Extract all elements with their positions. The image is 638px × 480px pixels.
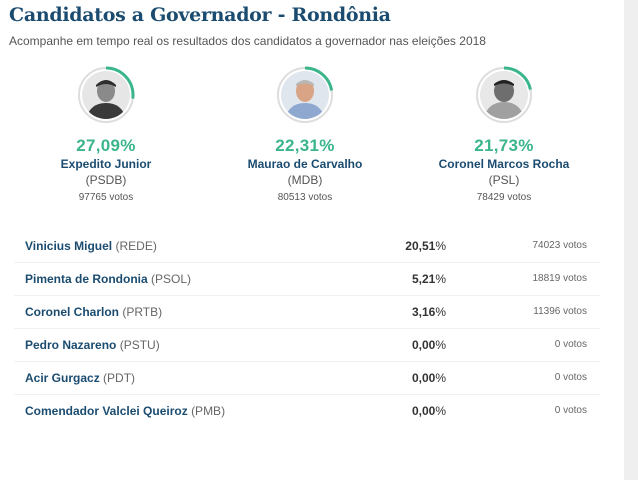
row-percent: 5,21% xyxy=(412,272,446,286)
row-percent-sign: % xyxy=(435,305,446,319)
row-percent-value: 20,51 xyxy=(405,239,436,253)
person-icon xyxy=(281,71,329,119)
row-percent-sign: % xyxy=(435,239,446,253)
table-row: Pedro Nazareno (PSTU) 0,00% 0 votos xyxy=(14,329,600,362)
row-votes: 74023 votos xyxy=(532,240,588,251)
page-title: Candidatos a Governador - Rondônia xyxy=(9,4,391,26)
row-percent: 0,00% xyxy=(412,404,446,418)
row-candidate-name: Vinicius Miguel xyxy=(25,239,113,253)
person-icon xyxy=(480,71,528,119)
row-percent-value: 3,16 xyxy=(411,305,436,319)
row-candidate-name: Comendador Valclei Queiroz xyxy=(25,404,188,418)
scrollbar-track[interactable] xyxy=(624,0,638,480)
row-percent: 3,16% xyxy=(412,305,446,319)
table-row: Coronel Charlon (PRTB) 3,16% 11396 votos xyxy=(14,296,600,329)
vote-share-ring xyxy=(276,66,334,124)
progress-ring-icon xyxy=(276,66,334,124)
candidate-percent: 21,73% xyxy=(474,136,534,155)
row-votes: 0 votos xyxy=(554,372,587,383)
row-candidate-party: (PSOL) xyxy=(151,272,192,286)
candidate-name: Maurao de Carvalho xyxy=(247,157,363,171)
candidate-list: Vinicius Miguel (REDE) 20,51% 74023 voto… xyxy=(14,230,600,427)
row-candidate-party: (PSTU) xyxy=(119,338,160,352)
table-row: Comendador Valclei Queiroz (PMB) 0,00% 0… xyxy=(14,395,600,427)
vote-share-ring xyxy=(475,66,533,124)
row-percent-value: 0,00 xyxy=(411,404,436,418)
candidate-votes: 78429 votos xyxy=(476,192,532,203)
row-percent-value: 0,00 xyxy=(411,371,436,385)
row-candidate-name: Coronel Charlon xyxy=(25,305,120,319)
candidate-name: Coronel Marcos Rocha xyxy=(438,157,570,171)
results-page: Candidatos a Governador - Rondônia Acomp… xyxy=(9,4,600,427)
row-candidate: Vinicius Miguel (REDE) xyxy=(25,239,157,253)
candidate-photo xyxy=(82,71,130,119)
row-votes: 0 votos xyxy=(554,405,587,416)
table-row: Pimenta de Rondonia (PSOL) 5,21% 18819 v… xyxy=(14,263,600,296)
table-row: Vinicius Miguel (REDE) 20,51% 74023 voto… xyxy=(14,230,600,263)
row-percent: 0,00% xyxy=(412,338,446,352)
page-subtitle: Acompanhe em tempo real os resultados do… xyxy=(9,34,486,48)
row-candidate-name: Pimenta de Rondonia xyxy=(25,272,148,286)
candidate-percent: 22,31% xyxy=(275,136,335,155)
row-percent-value: 5,21 xyxy=(411,272,436,286)
row-candidate: Coronel Charlon (PRTB) xyxy=(25,305,162,319)
row-candidate: Comendador Valclei Queiroz (PMB) xyxy=(25,404,225,418)
candidate-photo xyxy=(480,71,528,119)
row-candidate-party: (REDE) xyxy=(115,239,157,253)
row-percent-sign: % xyxy=(435,371,446,385)
row-candidate-name: Acir Gurgacz xyxy=(25,371,100,385)
progress-ring-icon xyxy=(475,66,533,124)
row-votes: 18819 votos xyxy=(532,273,588,284)
row-percent: 0,00% xyxy=(412,371,446,385)
row-candidate: Pimenta de Rondonia (PSOL) xyxy=(25,272,191,286)
candidate-party: (MDB) xyxy=(287,173,323,187)
row-candidate-name: Pedro Nazareno xyxy=(25,338,117,352)
candidate-name: Expedito Junior xyxy=(60,157,152,171)
top-candidate-card: 22,31% Maurao de Carvalho (MDB) 80513 vo… xyxy=(215,66,395,203)
row-percent-sign: % xyxy=(435,338,446,352)
candidate-photo xyxy=(281,71,329,119)
top-candidate-card: 27,09% Expedito Junior (PSDB) 97765 voto… xyxy=(16,66,196,203)
row-candidate-party: (PDT) xyxy=(103,371,136,385)
row-percent-sign: % xyxy=(435,404,446,418)
candidate-party: (PSL) xyxy=(488,173,520,187)
candidate-party: (PSDB) xyxy=(85,173,127,187)
row-candidate-party: (PRTB) xyxy=(122,305,163,319)
row-votes: 11396 votos xyxy=(533,306,587,317)
top-candidate-card: 21,73% Coronel Marcos Rocha (PSL) 78429 … xyxy=(414,66,594,203)
row-percent-sign: % xyxy=(435,272,446,286)
progress-ring-icon xyxy=(77,66,135,124)
row-percent-value: 0,00 xyxy=(411,338,436,352)
candidate-votes: 80513 votos xyxy=(277,192,333,203)
candidate-percent: 27,09% xyxy=(76,136,136,155)
row-votes: 0 votos xyxy=(554,339,587,350)
row-candidate: Acir Gurgacz (PDT) xyxy=(25,371,135,385)
candidate-votes: 97765 votos xyxy=(78,192,134,203)
person-icon xyxy=(82,71,130,119)
row-candidate: Pedro Nazareno (PSTU) xyxy=(25,338,160,352)
table-row: Acir Gurgacz (PDT) 0,00% 0 votos xyxy=(14,362,600,395)
row-candidate-party: (PMB) xyxy=(191,404,226,418)
vote-share-ring xyxy=(77,66,135,124)
row-percent: 20,51% xyxy=(405,239,446,253)
